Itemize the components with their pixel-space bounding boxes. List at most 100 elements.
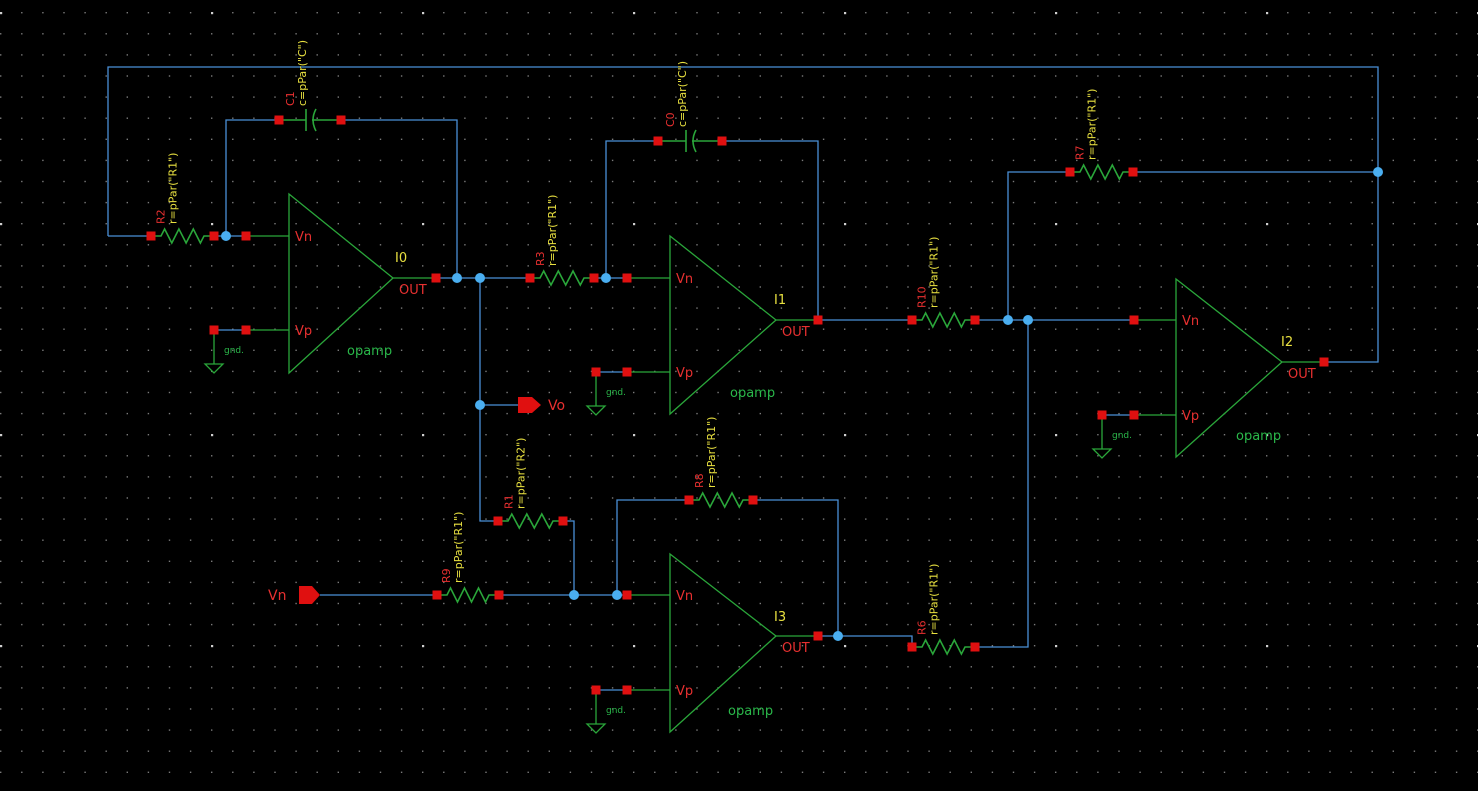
resistor-zigzag-icon (689, 491, 753, 509)
pin-a (1065, 167, 1075, 177)
pin-out (1319, 357, 1329, 367)
junction-dot (1023, 315, 1033, 325)
resistor-ref: R9 (440, 568, 453, 583)
pin-out (431, 273, 441, 283)
ground-icon (585, 405, 607, 416)
pin-vn (1129, 315, 1139, 325)
opamp-i3[interactable]: Vn Vp OUT I3 opamp (622, 552, 823, 734)
opamp-triangle-icon (669, 234, 778, 416)
pin-vp (241, 325, 251, 335)
ground-symbol: gnd. (1091, 410, 1132, 459)
pin-vp (622, 685, 632, 695)
ground-icon (585, 723, 607, 734)
resistor-r3[interactable]: R3 r=pPar("R1") (525, 195, 599, 287)
wires (107, 66, 1379, 691)
pin-a (653, 136, 663, 146)
instance-name: I0 (395, 251, 407, 266)
resistor-zigzag-icon (530, 269, 594, 287)
pin-out-label: OUT (782, 325, 810, 340)
cell-name: opamp (1236, 429, 1281, 444)
pin-b (970, 642, 980, 652)
pin-b (336, 115, 346, 125)
junction-dots (221, 167, 1383, 641)
resistor-r6[interactable]: R6 r=pPar("R1") (907, 564, 980, 656)
pin-vn-label: Vn (676, 272, 693, 287)
pin-out-label: OUT (782, 641, 810, 656)
junction-dot (475, 273, 485, 283)
cell-name: opamp (730, 386, 775, 401)
resistor-zigzag-icon (437, 586, 499, 604)
opamp-i1[interactable]: Vn Vp OUT I1 opamp (622, 234, 823, 416)
pin-vn-label: Vn (295, 230, 312, 245)
pin-b (717, 136, 727, 146)
pin-vp-label: Vp (676, 684, 693, 699)
resistor-ref: R6 (916, 620, 929, 635)
ground-icon (203, 363, 225, 374)
resistor-r7[interactable]: R7 r=pPar("R1") (1065, 89, 1138, 181)
resistor-param: r=pPar("R1") (705, 417, 718, 488)
junction-dot (475, 400, 485, 410)
resistor-r1[interactable]: R1 r=pPar("R2") (493, 438, 568, 530)
pin-vp (1129, 410, 1139, 420)
junction-dot (612, 590, 622, 600)
capacitor-ref: C0 (664, 112, 677, 127)
instance-name: I2 (1281, 335, 1293, 350)
resistor-r10[interactable]: R10 r=pPar("R1") (907, 237, 980, 329)
capacitor-c0[interactable]: C0 c=pPar("C") (653, 61, 727, 153)
resistor-r8[interactable]: R8 r=pPar("R1") (684, 417, 758, 509)
pin-a (907, 315, 917, 325)
resistor-r2[interactable]: R2 r=pPar("R1") (146, 153, 219, 245)
pin-b (748, 495, 758, 505)
pin-a (525, 273, 535, 283)
pin-a (493, 516, 503, 526)
resistor-param: r=pPar("R1") (546, 195, 559, 266)
resistor-ref: R10 (916, 286, 929, 308)
pin-vn-label: Vn (676, 589, 693, 604)
opamp-triangle-icon (669, 552, 778, 734)
port-vn[interactable]: Vn (268, 586, 320, 604)
junction-dot (569, 590, 579, 600)
resistor-ref: R1 (503, 494, 516, 509)
capacitor-param: c=pPar("C") (676, 61, 689, 127)
resistor-r9[interactable]: R9 r=pPar("R1") (432, 512, 504, 604)
pin-a (907, 642, 917, 652)
cell-name: opamp (347, 344, 392, 359)
pin-vn (622, 273, 632, 283)
pin-out (813, 315, 823, 325)
opamp-triangle-icon (288, 192, 394, 375)
pin-b (558, 516, 568, 526)
port-vn-label: Vn (268, 588, 286, 604)
pin-vp-label: Vp (676, 366, 693, 381)
grid-dots (0, 12, 1478, 773)
opamp-i0[interactable]: Vn Vp OUT I0 opamp (241, 192, 441, 375)
junction-dot (1003, 315, 1013, 325)
resistor-zigzag-icon (498, 512, 563, 530)
ground-label: gnd. (606, 388, 626, 398)
resistor-ref: R7 (1074, 145, 1087, 160)
resistor-param: r=pPar("R1") (928, 237, 941, 308)
pin-gnd (1097, 410, 1107, 420)
ground-label: gnd. (224, 346, 244, 356)
junction-dot (452, 273, 462, 283)
pin-a (146, 231, 156, 241)
pin-a (684, 495, 694, 505)
pin-b (589, 273, 599, 283)
pin-vn (241, 231, 251, 241)
capacitor-c1[interactable]: C1 c=pPar("C") (274, 40, 346, 132)
capacitor-ref: C1 (284, 91, 297, 106)
resistor-param: r=pPar("R1") (1086, 89, 1099, 160)
ground-label: gnd. (606, 706, 626, 716)
opamp-i2[interactable]: Vn Vp OUT I2 opamp (1129, 277, 1329, 459)
port-vo[interactable]: Vo (518, 397, 565, 414)
pin-out-label: OUT (1288, 367, 1316, 382)
resistor-param: r=pPar("R1") (928, 564, 941, 635)
cell-name: opamp (728, 704, 773, 719)
ground-symbol: gnd. (585, 367, 626, 416)
pin-b (1128, 167, 1138, 177)
resistor-zigzag-icon (912, 311, 975, 329)
resistor-zigzag-icon (151, 227, 214, 245)
opamp-triangle-icon (1175, 277, 1284, 459)
input-port-icon (299, 586, 320, 604)
output-port-icon (518, 397, 541, 413)
